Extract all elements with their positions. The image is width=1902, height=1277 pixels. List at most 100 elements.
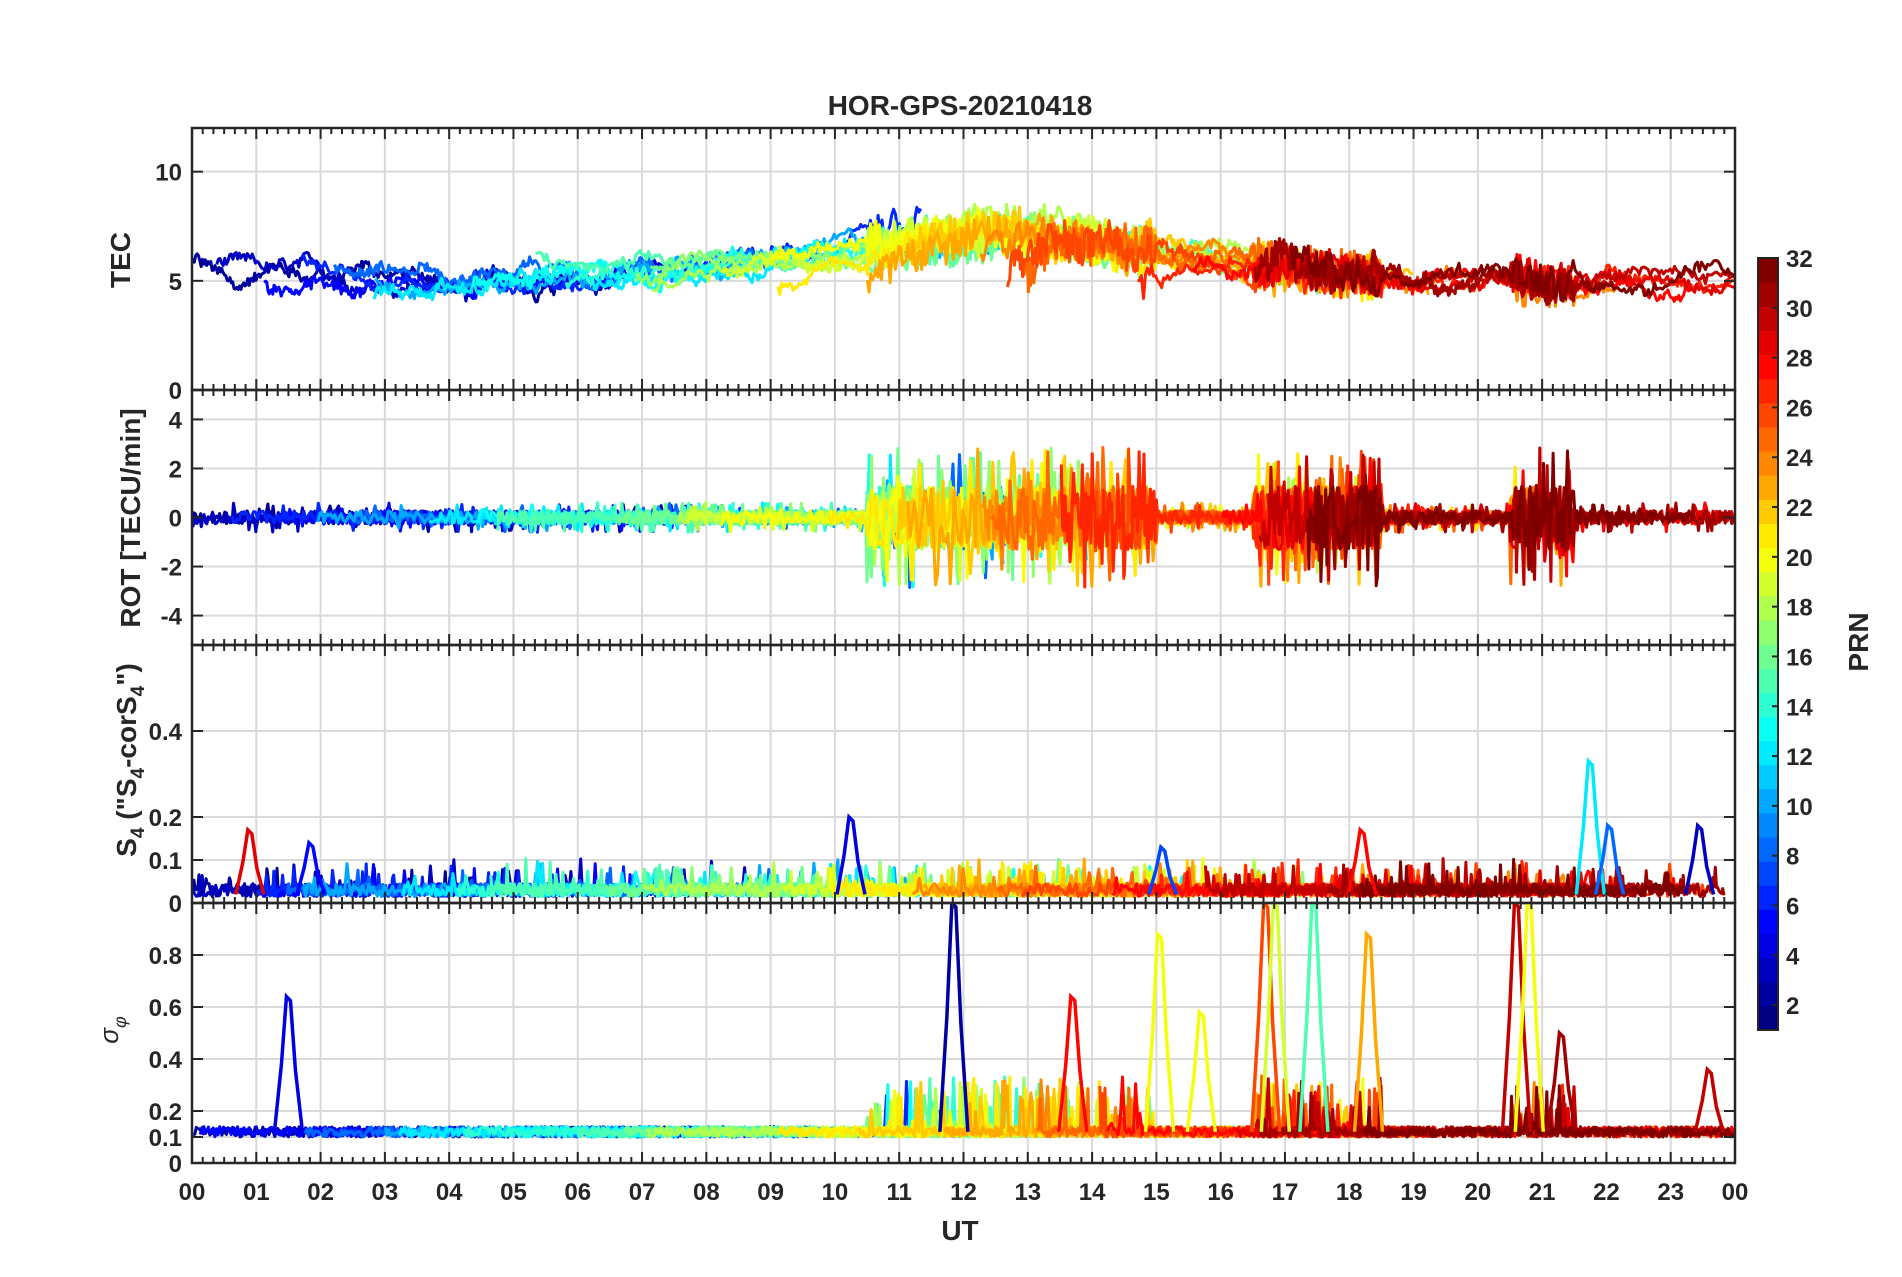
ylabel-s4: S4 ("S4-corS4") bbox=[111, 663, 149, 857]
x-tick-label: 10 bbox=[822, 1179, 849, 1206]
peak-prn-28 bbox=[1057, 992, 1089, 1132]
colorbar-segment bbox=[1758, 812, 1778, 838]
series-sigma_phi bbox=[193, 903, 1735, 1139]
y-tick-label-sigma_phi: 0.8 bbox=[149, 943, 182, 970]
y-tick-label-tec: 5 bbox=[169, 269, 182, 296]
peak-prn-28 bbox=[1346, 826, 1378, 895]
peak-prn-19 bbox=[1259, 903, 1292, 1132]
x-tick-label: 22 bbox=[1593, 1179, 1620, 1206]
colorbar-segment bbox=[1758, 644, 1778, 669]
peak-prn-4 bbox=[835, 813, 867, 895]
y-tick-label-sigma_phi: 0.6 bbox=[149, 995, 182, 1022]
chart-title: HOR-GPS-20210418 bbox=[828, 90, 1093, 121]
grid-tec bbox=[191, 128, 1736, 391]
colorbar-segment bbox=[1758, 426, 1778, 452]
ylabel-s4-end: ") bbox=[111, 663, 142, 686]
colorbar-segment bbox=[1758, 451, 1778, 476]
colorbar-segment bbox=[1758, 547, 1778, 573]
ylabel-tec: TEC bbox=[105, 232, 136, 288]
x-tick-labels: 00 01 02 03 04 05 06 07 08 09 10 11 12 13 14 15 16 17 18 19… bbox=[179, 1179, 1749, 1206]
x-tick-label: 21 bbox=[1529, 1179, 1556, 1206]
colorbar-segment bbox=[1758, 282, 1778, 307]
series-line-prn-32 bbox=[1288, 244, 1735, 303]
colorbar-tick-label: 6 bbox=[1786, 893, 1799, 920]
colorbar-segment bbox=[1758, 668, 1778, 693]
colorbar-segment bbox=[1758, 885, 1778, 910]
x-tick-label: 00 bbox=[179, 1179, 206, 1206]
x-tick-label: 17 bbox=[1272, 1179, 1299, 1206]
colorbar-tick-label: 16 bbox=[1786, 644, 1813, 671]
colorbar-segment bbox=[1758, 595, 1778, 621]
peak-prn-20 bbox=[1185, 1008, 1218, 1133]
colorbar-segment bbox=[1758, 909, 1778, 935]
series-line-prn-32 bbox=[1362, 1084, 1735, 1139]
ylabel-s4-rest2: -corS bbox=[111, 696, 142, 768]
colorbar-segment bbox=[1758, 764, 1778, 790]
peak-prn-5 bbox=[295, 839, 327, 895]
x-tick-label: 14 bbox=[1079, 1179, 1106, 1206]
ylabel-rot: ROT [TECU/min] bbox=[115, 408, 146, 627]
colorbar-label: PRN bbox=[1843, 612, 1874, 671]
x-tick-label: 23 bbox=[1657, 1179, 1684, 1206]
colorbar-segment bbox=[1758, 981, 1778, 1007]
colorbar-tick-label: 12 bbox=[1786, 744, 1813, 771]
ylabel-s4-main: S bbox=[111, 838, 142, 857]
colorbar-segment bbox=[1758, 306, 1778, 331]
y-tick-label-sigma_phi: 0.2 bbox=[149, 1099, 182, 1126]
x-tick-label: 05 bbox=[500, 1179, 527, 1206]
colorbar-segment bbox=[1758, 330, 1778, 356]
ylabel-s4-sub2: 4 bbox=[128, 768, 149, 779]
x-tick-label: 15 bbox=[1143, 1179, 1170, 1206]
y-tick-label-tec: 0 bbox=[169, 378, 182, 405]
y-tick-label-s4: 0.4 bbox=[149, 719, 183, 746]
colorbar-tick-label: 30 bbox=[1786, 296, 1813, 323]
colorbar-segment bbox=[1758, 402, 1778, 428]
peak-prn-7 bbox=[1147, 843, 1179, 896]
ylabel-s4-sub: 4 bbox=[128, 827, 149, 838]
series-rot bbox=[192, 446, 1735, 589]
colorbar-segment bbox=[1758, 837, 1778, 862]
x-tick-label: 12 bbox=[950, 1179, 977, 1206]
peak-prn-26 bbox=[1249, 903, 1282, 1132]
x-tick-label: 06 bbox=[564, 1179, 591, 1206]
y-tick-label-rot: 0 bbox=[169, 506, 182, 533]
peak-prn-3 bbox=[1683, 821, 1716, 895]
x-axis-label: UT bbox=[941, 1215, 978, 1246]
colorbar-segment bbox=[1758, 475, 1778, 500]
colorbar-tick-label: 14 bbox=[1786, 694, 1813, 721]
colorbar-tick-label: 20 bbox=[1786, 545, 1813, 572]
colorbar-frame bbox=[1757, 257, 1779, 1031]
y-tick-label-sigma_phi: 0.1 bbox=[149, 1125, 182, 1152]
colorbar-segment bbox=[1758, 716, 1778, 742]
y-tick-label-rot: -4 bbox=[161, 604, 183, 631]
y-tick-label-rot: -2 bbox=[161, 555, 182, 582]
colorbar-segment bbox=[1758, 499, 1778, 524]
colorbar-segment bbox=[1758, 957, 1778, 983]
peak-prn-30 bbox=[1693, 1065, 1725, 1133]
ylabel-sigma-sub: φ bbox=[110, 1016, 130, 1028]
y-tick-label-s4: 0.2 bbox=[149, 805, 182, 832]
panel-rot: -4 -2 0 2 4 bbox=[161, 388, 1737, 647]
x-tick-label: 01 bbox=[243, 1179, 270, 1206]
series-line-prn-32 bbox=[1306, 449, 1695, 588]
peak-prn-8 bbox=[1593, 821, 1626, 895]
ylabel-sigma-phi: σφ bbox=[94, 1016, 130, 1044]
series-s4 bbox=[192, 757, 1726, 898]
colorbar-segment bbox=[1758, 861, 1778, 886]
colorbar-segment bbox=[1758, 258, 1778, 283]
x-tick-label: 02 bbox=[307, 1179, 334, 1206]
peak-prn-15 bbox=[1298, 903, 1330, 1132]
panel-s4: 0 0.1 0.2 0.4 bbox=[149, 643, 1737, 918]
x-tick-label: 00 bbox=[1722, 1179, 1749, 1206]
colorbar-tick-label: 2 bbox=[1786, 993, 1799, 1020]
ylabel-s4-rest: ("S bbox=[111, 779, 142, 828]
ylabel-sigma-main: σ bbox=[94, 1027, 124, 1044]
peak-prn-31 bbox=[1545, 1029, 1578, 1133]
colorbar-tick-label: 22 bbox=[1786, 495, 1813, 522]
ticks-sigma_phi bbox=[191, 903, 1736, 1164]
colorbar-tick-label: 4 bbox=[1786, 943, 1800, 970]
peak-prn-20 bbox=[1143, 930, 1176, 1132]
